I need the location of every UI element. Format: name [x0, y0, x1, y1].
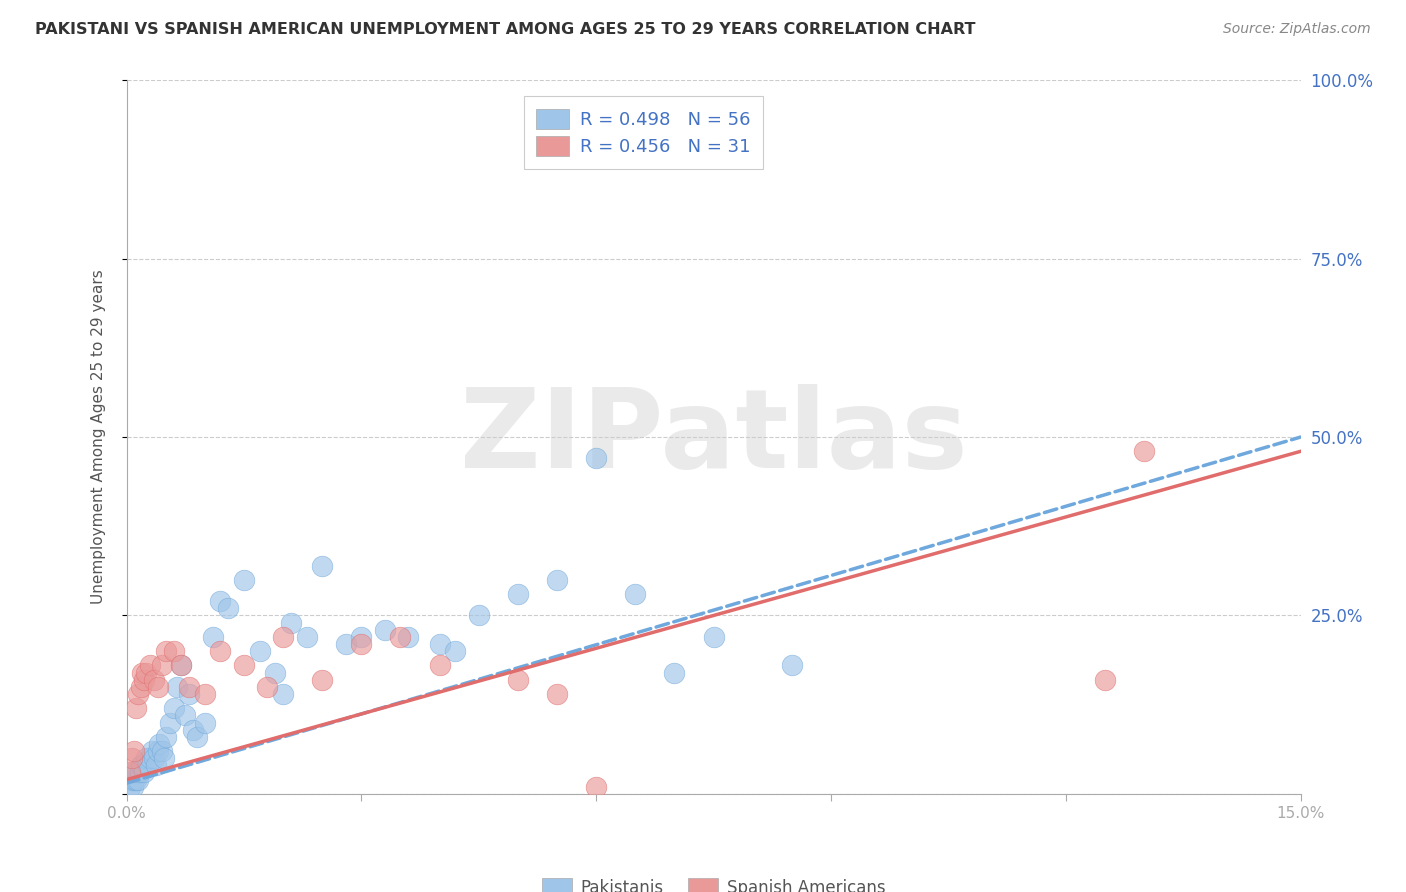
- Point: [162, 644, 184, 658]
- Point: [121, 780, 143, 794]
- Point: [217, 601, 239, 615]
- Point: [166, 680, 188, 694]
- Point: [146, 680, 169, 694]
- Point: [429, 637, 451, 651]
- Point: [335, 637, 357, 651]
- Point: [145, 758, 167, 772]
- Point: [122, 772, 145, 787]
- Point: [131, 665, 153, 680]
- Point: [232, 573, 256, 587]
- Point: [129, 680, 152, 694]
- Point: [181, 723, 204, 737]
- Point: [124, 744, 146, 758]
- Point: [139, 751, 162, 765]
- Point: [186, 730, 208, 744]
- Point: [124, 765, 146, 780]
- Point: [232, 658, 256, 673]
- Point: [664, 665, 686, 680]
- Point: [295, 630, 318, 644]
- Point: [546, 687, 568, 701]
- Point: [271, 687, 294, 701]
- Point: [155, 644, 177, 658]
- Point: [374, 623, 396, 637]
- Point: [311, 558, 333, 573]
- Point: [444, 644, 467, 658]
- Text: ZIPatlas: ZIPatlas: [460, 384, 967, 491]
- Point: [136, 758, 159, 772]
- Point: [127, 687, 149, 701]
- Point: [131, 758, 153, 772]
- Point: [467, 608, 489, 623]
- Point: [148, 737, 170, 751]
- Point: [506, 673, 529, 687]
- Point: [135, 665, 157, 680]
- Text: PAKISTANI VS SPANISH AMERICAN UNEMPLOYMENT AMONG AGES 25 TO 29 YEARS CORRELATION: PAKISTANI VS SPANISH AMERICAN UNEMPLOYME…: [35, 22, 976, 37]
- Point: [209, 594, 232, 608]
- Point: [249, 644, 271, 658]
- Point: [585, 780, 607, 794]
- Point: [702, 630, 725, 644]
- Point: [170, 658, 193, 673]
- Point: [120, 765, 142, 780]
- Point: [150, 744, 173, 758]
- Point: [129, 758, 152, 772]
- Point: [546, 573, 568, 587]
- Point: [350, 637, 373, 651]
- Point: [142, 751, 165, 765]
- Point: [585, 451, 607, 466]
- Point: [179, 680, 201, 694]
- Point: [1133, 444, 1156, 458]
- Point: [121, 751, 143, 765]
- Point: [162, 701, 184, 715]
- Point: [155, 730, 177, 744]
- Point: [201, 630, 224, 644]
- Point: [350, 630, 373, 644]
- Point: [271, 630, 294, 644]
- Point: [125, 701, 148, 715]
- Point: [120, 780, 142, 794]
- Point: [780, 658, 803, 673]
- Point: [1094, 673, 1116, 687]
- Point: [135, 751, 157, 765]
- Point: [127, 772, 149, 787]
- Legend: Pakistanis, Spanish Americans: Pakistanis, Spanish Americans: [530, 866, 897, 892]
- Point: [159, 715, 181, 730]
- Point: [264, 665, 287, 680]
- Point: [150, 658, 173, 673]
- Point: [121, 772, 143, 787]
- Point: [179, 687, 201, 701]
- Point: [280, 615, 302, 630]
- Point: [142, 673, 165, 687]
- Point: [174, 708, 197, 723]
- Point: [139, 658, 162, 673]
- Point: [396, 630, 419, 644]
- Text: Source: ZipAtlas.com: Source: ZipAtlas.com: [1223, 22, 1371, 37]
- Point: [146, 744, 169, 758]
- Point: [128, 765, 150, 780]
- Point: [624, 587, 647, 601]
- Point: [125, 772, 148, 787]
- Point: [256, 680, 278, 694]
- Point: [311, 673, 333, 687]
- Point: [389, 630, 412, 644]
- Y-axis label: Unemployment Among Ages 25 to 29 years: Unemployment Among Ages 25 to 29 years: [91, 269, 105, 605]
- Point: [194, 687, 217, 701]
- Point: [125, 765, 148, 780]
- Point: [132, 673, 155, 687]
- Point: [141, 744, 163, 758]
- Point: [209, 644, 232, 658]
- Point: [194, 715, 217, 730]
- Point: [506, 587, 529, 601]
- Point: [429, 658, 451, 673]
- Point: [153, 751, 176, 765]
- Point: [132, 765, 155, 780]
- Point: [170, 658, 193, 673]
